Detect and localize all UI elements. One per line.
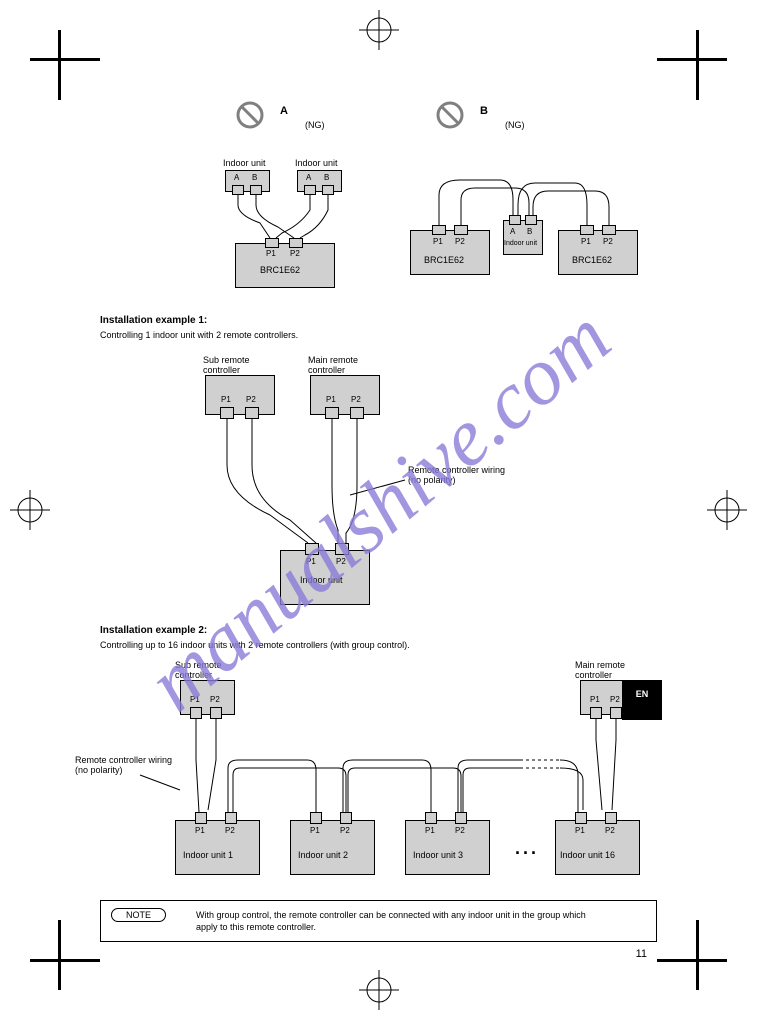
section-b-label: B: [480, 105, 488, 117]
page-content: A (NG) B (NG) A B Indoor unit A B Indoor…: [100, 100, 657, 950]
registration-mark: [707, 490, 747, 530]
crop-mark: [696, 920, 699, 990]
example1-title: Installation example 1:: [100, 315, 207, 326]
diagram-example2: Sub remote controller P1 P2 Main remote …: [120, 660, 660, 890]
prohibit-icon: [235, 100, 265, 130]
crop-mark: [657, 959, 727, 962]
diagram-example1: Sub remote controller P1 P2 Main remote …: [190, 355, 490, 605]
registration-mark: [359, 10, 399, 50]
note-label: NOTE: [111, 908, 166, 922]
crop-mark: [696, 30, 699, 100]
page-number: 11: [636, 948, 647, 960]
crop-mark: [58, 920, 61, 990]
note-box: NOTE With group control, the remote cont…: [100, 900, 657, 942]
example1-desc: Controlling 1 indoor unit with 2 remote …: [100, 330, 298, 340]
section-a-label: A: [280, 105, 288, 117]
wiring: [120, 660, 660, 890]
crop-mark: [30, 58, 100, 61]
registration-mark: [10, 490, 50, 530]
language-tab: EN: [622, 680, 662, 720]
section-b-sub: (NG): [505, 120, 525, 130]
example2-title: Installation example 2:: [100, 625, 207, 636]
example2-desc: Controlling up to 16 indoor units with 2…: [100, 640, 410, 650]
crop-mark: [657, 58, 727, 61]
crop-mark: [30, 959, 100, 962]
wiring: [410, 155, 650, 295]
wiring: [210, 155, 390, 295]
crop-mark: [58, 30, 61, 100]
diagram-a: A B Indoor unit A B Indoor unit P1 P2 BR…: [210, 155, 390, 295]
registration-mark: [359, 970, 399, 1010]
prohibit-icon: [435, 100, 465, 130]
note-text: With group control, the remote controlle…: [196, 909, 586, 933]
wiring: [190, 355, 490, 615]
section-a-sub: (NG): [305, 120, 325, 130]
diagram-b: P1 P2 BRC1E62 A B Indoor unit P1 P2 BRC1…: [410, 155, 650, 295]
